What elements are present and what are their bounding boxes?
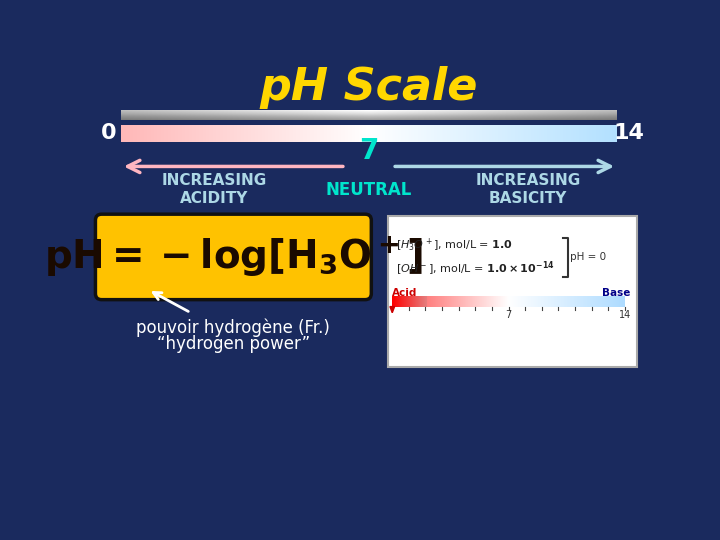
Text: 7: 7 xyxy=(359,137,379,165)
Text: NEUTRAL: NEUTRAL xyxy=(326,180,412,199)
Text: INCREASING
BASICITY: INCREASING BASICITY xyxy=(475,173,580,206)
Text: 7: 7 xyxy=(505,310,512,320)
FancyBboxPatch shape xyxy=(387,215,637,367)
Text: INCREASING
ACIDITY: INCREASING ACIDITY xyxy=(161,173,266,206)
Text: 0: 0 xyxy=(101,123,117,143)
Polygon shape xyxy=(390,307,395,313)
Text: $\mathbf{pH = -log[H_3O^+]}$: $\mathbf{pH = -log[H_3O^+]}$ xyxy=(44,234,423,279)
Text: 14: 14 xyxy=(614,123,645,143)
Text: pH Scale: pH Scale xyxy=(260,66,478,110)
FancyBboxPatch shape xyxy=(96,214,372,300)
Text: Base: Base xyxy=(602,288,630,299)
Text: pH = 0: pH = 0 xyxy=(570,252,607,262)
Text: $[OH^-]$, mol/L = $\mathbf{1.0 \times 10^{-14}}$: $[OH^-]$, mol/L = $\mathbf{1.0 \times 10… xyxy=(396,260,554,278)
Text: pouvoir hydrogène (Fr.): pouvoir hydrogène (Fr.) xyxy=(136,319,330,338)
Text: “hydrogen power”: “hydrogen power” xyxy=(157,335,310,353)
Text: $[H_3O^+]$, mol/L = $\mathbf{1.0}$: $[H_3O^+]$, mol/L = $\mathbf{1.0}$ xyxy=(396,237,513,254)
Text: 14: 14 xyxy=(618,310,631,320)
Text: Acid: Acid xyxy=(392,288,418,299)
